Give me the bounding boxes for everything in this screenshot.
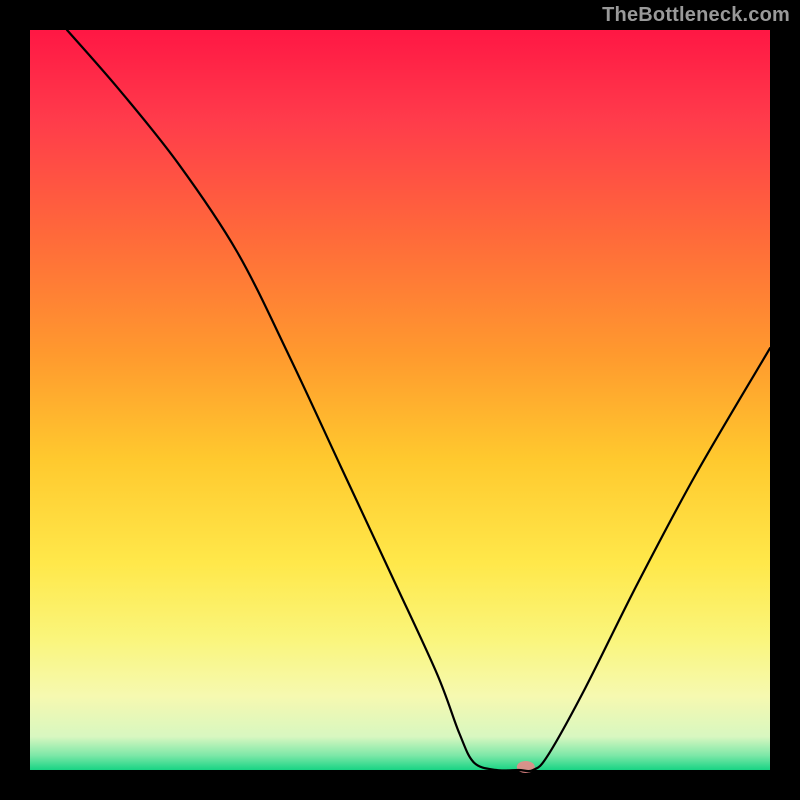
- gradient-area: [30, 30, 770, 770]
- plot-svg: [0, 0, 800, 800]
- chart-container: TheBottleneck.com: [0, 0, 800, 800]
- watermark-text: TheBottleneck.com: [602, 4, 790, 27]
